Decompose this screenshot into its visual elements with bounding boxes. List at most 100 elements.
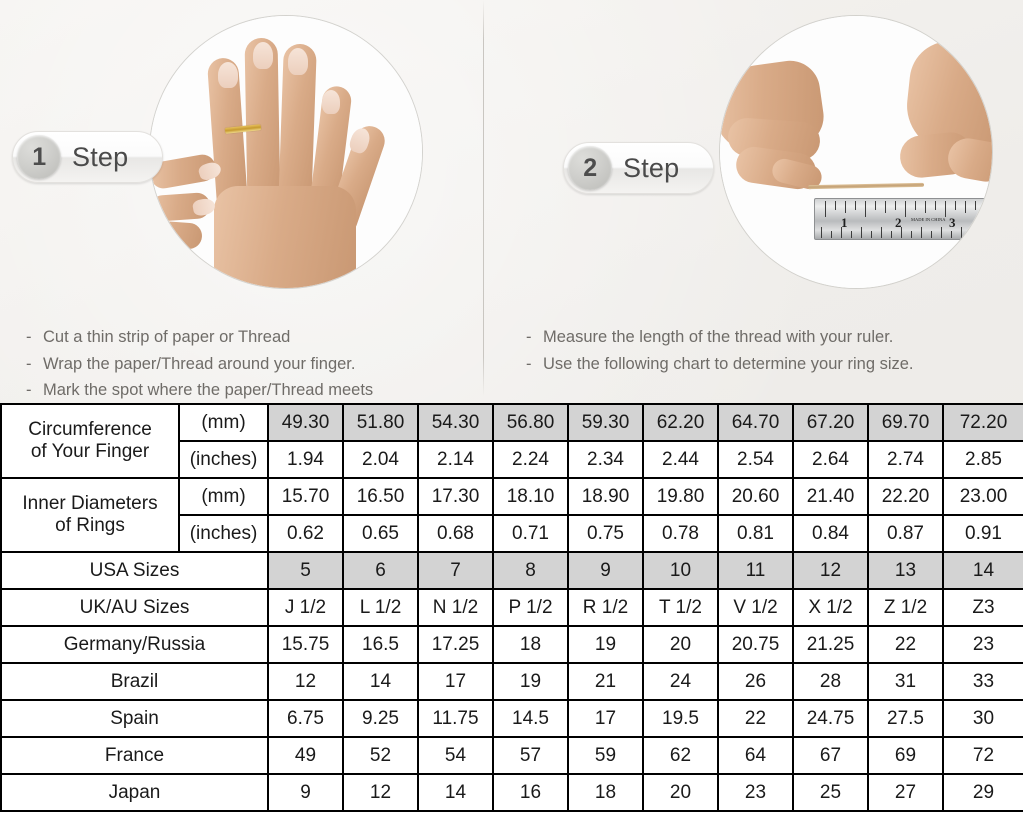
cell: 18 [567, 773, 644, 812]
cell: 24.75 [792, 699, 869, 738]
hand-with-thread-photo [150, 16, 422, 288]
cell: 17.25 [417, 625, 494, 664]
row-label-inner-diameters: Inner Diameters of Rings [0, 477, 180, 553]
cell: 23.00 [942, 477, 1023, 516]
dash-bullet: - [26, 328, 32, 346]
list-item: - Measure the length of the thread with y… [526, 324, 914, 351]
cell: 0.65 [342, 514, 419, 553]
cell: 27.5 [867, 699, 944, 738]
cell: Z 1/2 [867, 588, 944, 627]
cell: 16 [492, 773, 569, 812]
list-item: - Wrap the paper/Thread around your finge… [26, 351, 373, 378]
label-line-2: of Your Finger [30, 441, 150, 462]
cell: 52 [342, 736, 419, 775]
thread-with-ruler-photo: 1 2 3 MADE IN CHINA [720, 16, 992, 288]
cell: 2.85 [942, 440, 1023, 479]
cell: 30 [942, 699, 1023, 738]
cell: J 1/2 [267, 588, 344, 627]
cell: 6 [342, 551, 419, 590]
cell: 21.25 [792, 625, 869, 664]
cell: T 1/2 [642, 588, 719, 627]
unit-cell: (mm) [178, 403, 269, 442]
cell: 19.5 [642, 699, 719, 738]
cell: 27 [867, 773, 944, 812]
cell: 2.24 [492, 440, 569, 479]
table-row: (inches) 1.94 2.04 2.14 2.24 2.34 2.44 2… [1, 440, 1023, 479]
cell: 20 [642, 773, 719, 812]
row-label-uk-au-sizes: UK/AU Sizes [0, 588, 269, 627]
table-row: UK/AU Sizes J 1/2 L 1/2 N 1/2 P 1/2 R 1/… [0, 588, 1023, 627]
cell: N 1/2 [417, 588, 494, 627]
table-row: USA Sizes 5 6 7 8 9 10 11 12 13 14 [0, 551, 1023, 590]
cell: 12 [267, 662, 344, 701]
cell: 2.64 [792, 440, 869, 479]
step-2-number: 2 [568, 146, 612, 190]
cell: P 1/2 [492, 588, 569, 627]
cell: 67 [792, 736, 869, 775]
cell: 12 [792, 551, 869, 590]
cell: 67.20 [792, 403, 869, 442]
cell: 62.20 [642, 403, 719, 442]
cell: 19.80 [642, 477, 719, 516]
cell: 0.87 [867, 514, 944, 553]
list-item: - Use the following chart to determine yo… [526, 351, 914, 378]
cell: 0.68 [417, 514, 494, 553]
step-1-badge[interactable]: 1 Step [12, 131, 164, 183]
ruler-mark: 3 [949, 215, 956, 230]
step-2-instructions: - Measure the length of the thread with y… [526, 324, 914, 377]
cell: 22 [867, 625, 944, 664]
cell: 8 [492, 551, 569, 590]
cell: 10 [642, 551, 719, 590]
cell: 26 [717, 662, 794, 701]
cell: 33 [942, 662, 1023, 701]
cell: 16.50 [342, 477, 419, 516]
instruction-text: Wrap the paper/Thread around your finger… [43, 354, 356, 373]
label-line-1: Circumference [28, 419, 152, 440]
cell: 2.34 [567, 440, 644, 479]
cell: 1.94 [267, 440, 344, 479]
cell: 62 [642, 736, 719, 775]
cell: 54 [417, 736, 494, 775]
cell: 0.84 [792, 514, 869, 553]
unit-cell: (inches) [178, 514, 269, 553]
cell: 0.62 [267, 514, 344, 553]
cell: Z3 [942, 588, 1023, 627]
cell: 59.30 [567, 403, 644, 442]
unit-cell: (inches) [178, 440, 269, 479]
cell: 28 [792, 662, 869, 701]
table-row: Circumference of Your Finger (mm) 49.30 … [0, 403, 1023, 479]
dash-bullet: - [26, 381, 32, 400]
step-2-badge[interactable]: 2 Step [563, 142, 715, 194]
cell: 21 [567, 662, 644, 701]
thread-icon [807, 182, 925, 190]
cell: 29 [942, 773, 1023, 812]
table-row: Brazil 12 14 17 19 21 24 26 28 31 33 [0, 662, 1023, 701]
table-row: (inches) 0.62 0.65 0.68 0.71 0.75 0.78 0… [1, 514, 1023, 553]
cell: L 1/2 [342, 588, 419, 627]
hand-illustration [150, 16, 422, 288]
steps-section: 1 Step - Cut a thin strip of paper or Thr… [0, 0, 1023, 400]
instruction-text: Measure the length of the thread with yo… [543, 328, 894, 346]
ring-size-chart: Circumference of Your Finger (mm) 49.30 … [0, 403, 1023, 826]
dash-bullet: - [526, 328, 532, 346]
panel-divider [483, 0, 484, 396]
cell: 14 [342, 662, 419, 701]
cell: 23 [942, 625, 1023, 664]
ruler-mark: 2 [895, 215, 902, 230]
cell: 9 [567, 551, 644, 590]
cell: 13 [867, 551, 944, 590]
cell: 19 [567, 625, 644, 664]
cell: 0.91 [942, 514, 1023, 553]
ruler-mark: 1 [841, 215, 848, 230]
cell: 14.5 [492, 699, 569, 738]
cell: 72 [942, 736, 1023, 775]
cell: X 1/2 [792, 588, 869, 627]
label-line-2: of Rings [55, 515, 125, 536]
step-2-label: Step [623, 152, 680, 183]
row-label-brazil: Brazil [0, 662, 269, 701]
cell: 9.25 [342, 699, 419, 738]
cell: 64 [717, 736, 794, 775]
cell: 5 [267, 551, 344, 590]
dash-bullet: - [526, 354, 532, 373]
cell: 0.75 [567, 514, 644, 553]
